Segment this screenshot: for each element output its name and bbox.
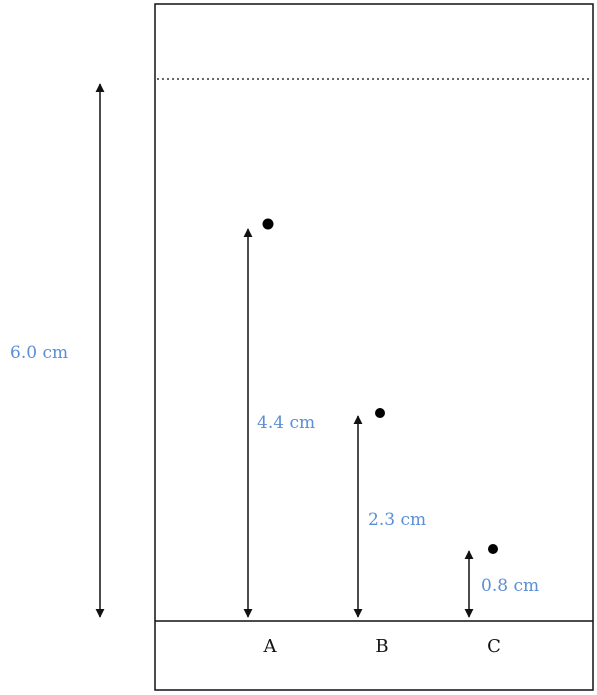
lane-c-label: C [487,636,501,657]
lane-a-distance-label: 4.4 cm [257,413,315,433]
solvent-front-distance-label: 6.0 cm [10,343,68,363]
lane-b-distance-label: 2.3 cm [368,510,426,530]
chromatography-paper [154,3,594,691]
lane-c-spot [488,544,498,554]
lane-b-label: B [375,636,388,657]
lane-a-label: A [263,636,278,657]
lane-c-distance-label: 0.8 cm [481,576,539,596]
lane-b-spot [375,408,385,418]
lane-a-spot [262,218,274,230]
